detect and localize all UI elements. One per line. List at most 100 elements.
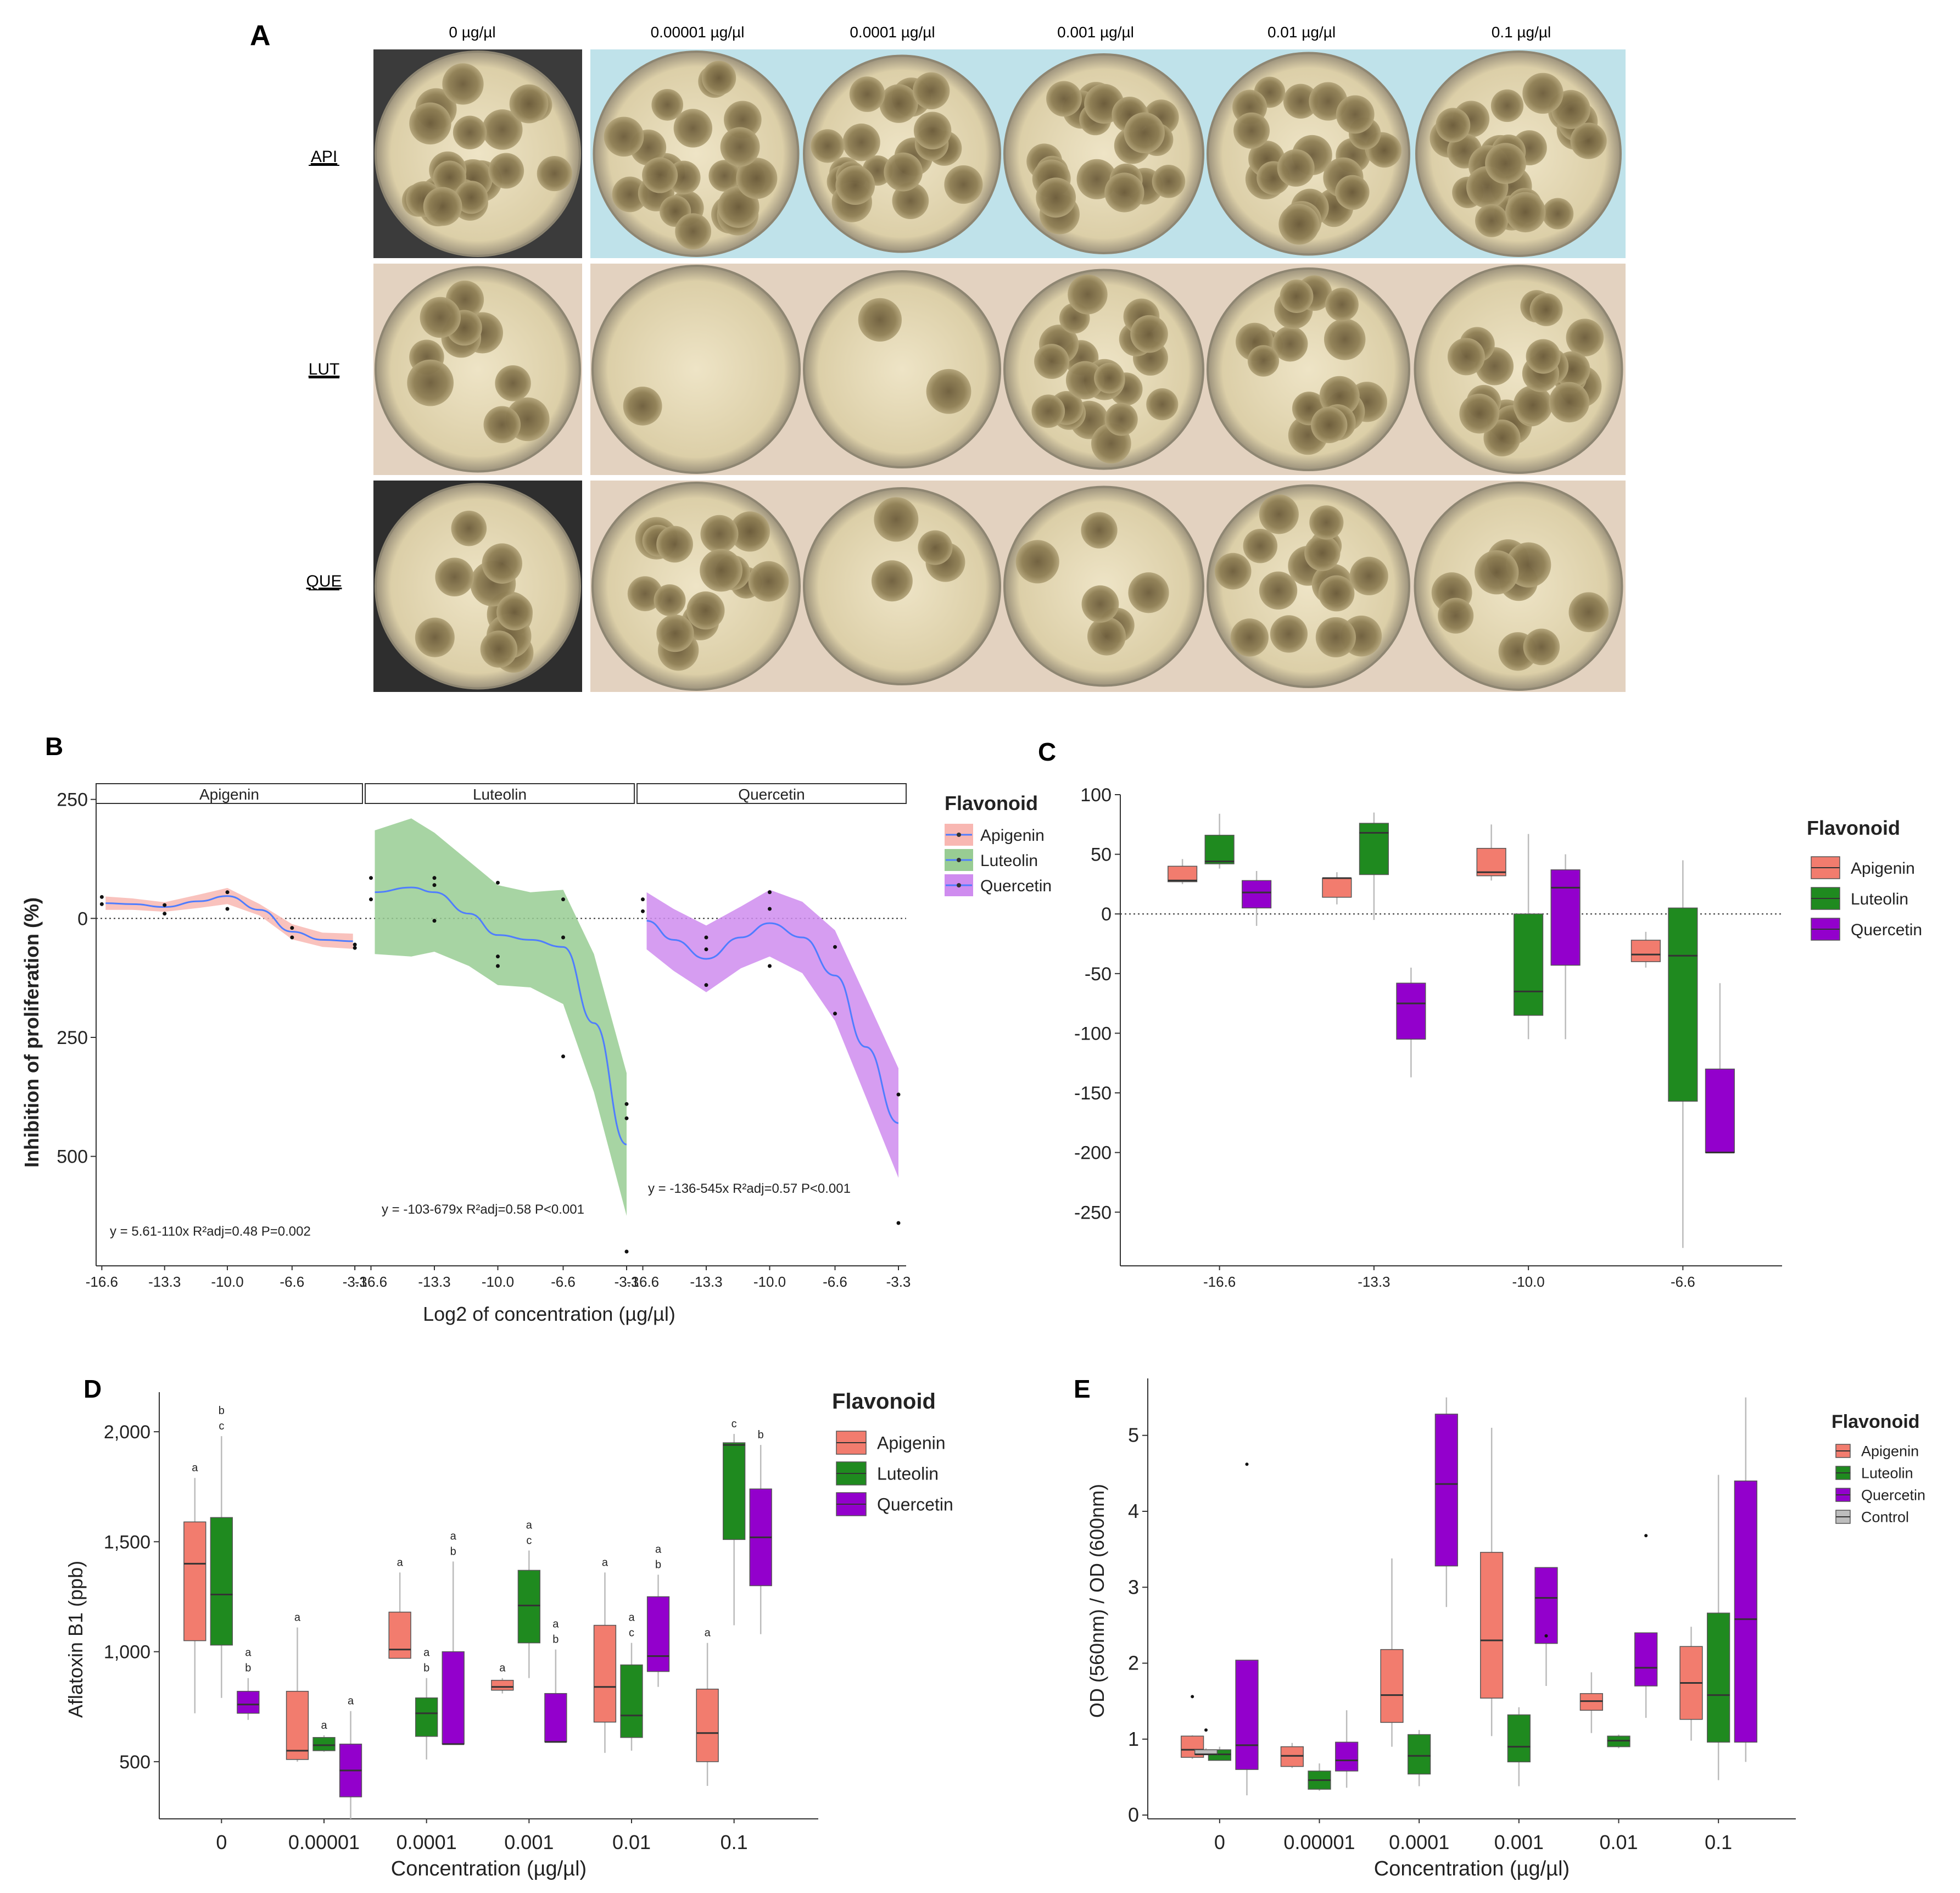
panel-d-letter: D bbox=[83, 1375, 102, 1403]
fungal-colony bbox=[623, 386, 662, 426]
box-apigenin bbox=[1476, 847, 1506, 876]
box-apigenin bbox=[1630, 940, 1661, 962]
x-tick-label: -10.0 bbox=[482, 1274, 514, 1290]
fungal-colony bbox=[1304, 535, 1341, 571]
fungal-colony bbox=[495, 365, 531, 401]
significance-letter: b bbox=[219, 1405, 225, 1417]
panel-a-photo-grid: 0 µg/µl 0.00001 µg/µl 0.0001 µg/µl 0.001 µg… bbox=[306, 24, 1626, 692]
fungal-colony bbox=[1438, 598, 1474, 634]
y-axis-title: OD (560nm) / OD (600nm) bbox=[1086, 1484, 1108, 1718]
fungal-colony bbox=[1475, 550, 1519, 595]
fungal-colony bbox=[483, 406, 521, 444]
fungal-colony bbox=[1319, 376, 1360, 416]
significance-letter: a bbox=[294, 1612, 301, 1624]
fungal-colony bbox=[1081, 512, 1118, 549]
data-point bbox=[99, 895, 104, 899]
box-apigenin bbox=[183, 1521, 206, 1641]
fungal-colony bbox=[912, 72, 950, 110]
legend-label-quercetin: Quercetin bbox=[980, 877, 1052, 895]
significance-letter: b bbox=[552, 1634, 559, 1646]
fungal-colony bbox=[701, 60, 736, 96]
x-tick-label: -6.6 bbox=[551, 1274, 576, 1290]
y-tick-label: 100 bbox=[1080, 785, 1112, 806]
box-luteolin bbox=[723, 1442, 746, 1540]
petri-dish bbox=[591, 265, 801, 474]
box-luteolin bbox=[1707, 1612, 1730, 1743]
fungal-colony bbox=[1513, 385, 1553, 425]
fungal-colony bbox=[656, 526, 693, 563]
data-point bbox=[561, 897, 565, 902]
fungal-colony bbox=[420, 297, 461, 338]
fungal-colony bbox=[612, 176, 648, 213]
fungal-colony bbox=[1243, 528, 1278, 563]
box-luteolin bbox=[517, 1570, 540, 1644]
y-tick-label: 1,500 bbox=[104, 1532, 150, 1553]
data-point bbox=[432, 919, 437, 923]
significance-letter: a bbox=[245, 1647, 252, 1659]
significance-letter: a bbox=[348, 1695, 354, 1707]
x-tick-label: 0.0001 bbox=[1389, 1831, 1449, 1853]
box-quercetin bbox=[1634, 1632, 1658, 1687]
fungal-colony bbox=[488, 153, 524, 189]
box-luteolin bbox=[415, 1697, 438, 1737]
y-tick-label: 2,000 bbox=[104, 1422, 150, 1443]
fungal-colony bbox=[720, 127, 760, 167]
regression-equation-apigenin: y = 5.61-110x R²adj=0.48 P=0.002 bbox=[110, 1224, 311, 1239]
significance-letter: a bbox=[628, 1612, 635, 1624]
y-axis-title: Aflatoxin B1 (ppb) bbox=[64, 1561, 87, 1718]
x-tick-label: -10.0 bbox=[1512, 1274, 1544, 1290]
x-tick-label: -6.6 bbox=[280, 1274, 304, 1290]
fungal-colony bbox=[1065, 361, 1104, 400]
x-tick-label: -6.6 bbox=[1671, 1274, 1695, 1290]
fungal-colony bbox=[1152, 165, 1186, 198]
y-tick-label: -50 bbox=[1085, 964, 1112, 985]
x-tick-label: 0.01 bbox=[612, 1831, 651, 1853]
y-tick-label: 50 bbox=[1091, 845, 1112, 865]
significance-letter: a bbox=[397, 1556, 404, 1568]
significance-letter: a bbox=[655, 1543, 662, 1555]
y-tick-label: 250 bbox=[57, 790, 88, 811]
fungal-colony bbox=[1505, 192, 1546, 233]
fungal-colony bbox=[537, 155, 572, 192]
fungal-colony bbox=[913, 111, 952, 149]
regression-equation-luteolin: y = -103-679x R²adj=0.58 P<0.001 bbox=[382, 1202, 584, 1217]
data-point bbox=[896, 1221, 901, 1225]
box-quercetin bbox=[1235, 1660, 1259, 1770]
fungal-colony bbox=[892, 182, 929, 220]
fungal-colony bbox=[1568, 592, 1609, 633]
data-point bbox=[641, 897, 645, 902]
box-luteolin bbox=[1408, 1734, 1431, 1775]
box-luteolin bbox=[1507, 1714, 1531, 1763]
y-tick-label: 500 bbox=[119, 1752, 150, 1773]
data-point bbox=[896, 1092, 901, 1097]
fungal-colony bbox=[1570, 122, 1607, 159]
data-point bbox=[353, 946, 357, 950]
fungal-colony bbox=[1087, 617, 1126, 656]
fungal-colony bbox=[1324, 319, 1366, 360]
box-apigenin bbox=[388, 1611, 411, 1659]
legend-label-apigenin: Apigenin bbox=[1861, 1443, 1919, 1460]
fungal-colony bbox=[871, 560, 913, 602]
panel-b-letter: B bbox=[45, 732, 63, 761]
data-point bbox=[641, 909, 645, 913]
x-tick-label: -3.3 bbox=[343, 1274, 367, 1290]
y-tick-label: 0 bbox=[1128, 1803, 1139, 1826]
y-tick-label: 250 bbox=[57, 1028, 88, 1048]
data-point bbox=[225, 907, 230, 911]
confidence-ribbon-quercetin bbox=[646, 890, 898, 1178]
x-tick-label: 0.001 bbox=[504, 1831, 554, 1853]
fungal-colony bbox=[604, 116, 644, 157]
outlier-point bbox=[1245, 1462, 1249, 1466]
fungal-colony bbox=[1335, 175, 1370, 210]
data-point bbox=[833, 945, 837, 949]
fungal-colony bbox=[1124, 112, 1165, 153]
fungal-colony bbox=[1311, 406, 1348, 443]
fungal-colony bbox=[1485, 143, 1526, 184]
fungal-colony bbox=[849, 76, 885, 112]
outlier-point bbox=[1644, 1534, 1648, 1538]
box-quercetin bbox=[1335, 1741, 1359, 1772]
outlier-point bbox=[1191, 1695, 1194, 1699]
x-tick-label: 0.1 bbox=[1705, 1831, 1732, 1853]
significance-letter: a bbox=[192, 1462, 198, 1474]
